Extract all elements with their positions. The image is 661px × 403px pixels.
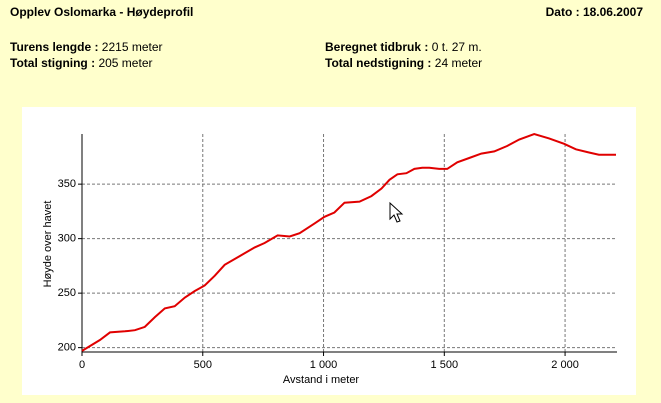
info-label: Total stigning : [10,56,96,70]
axes [81,134,617,353]
info-row: Total nedstigning : 24 meter [325,56,482,70]
y-axis-label: Høyde over havet [42,201,54,288]
chart-panel: Høyde over havet Avstand i meter 200 250 3… [22,107,636,395]
x-tick-label: 1 000 [310,359,338,371]
elevation-line [81,132,616,352]
info-value: 205 meter [98,56,153,70]
info-value: 24 meter [434,56,483,70]
x-axis-label: Avstand i meter [283,374,360,386]
x-tick-label: 500 [194,359,212,371]
x-tick-label: 0 [79,359,85,371]
info-label: Total nedstigning : [325,56,432,70]
y-tick-label: 350 [58,178,76,190]
info-row: Total stigning : 205 meter [10,56,152,70]
info-value: 0 t. 27 m. [431,40,482,54]
info-label: Turens lengde : [10,40,99,54]
chart: Høyde over havet Avstand i meter 200 250 3… [42,132,617,386]
info-row: Turens lengde : 2215 meter [10,40,163,54]
mouse-cursor [389,201,404,223]
info-row: Beregnet tidbruk : 0 t. 27 m. [325,40,482,54]
y-tick-label: 300 [58,233,76,245]
page-title: Opplev Oslomarka - Høydeprofil [10,5,194,19]
date: Dato : 18.06.2007 [545,5,643,19]
y-tick-label: 250 [58,287,76,299]
y-tick-label: 200 [58,342,76,354]
info-value: 2215 meter [101,40,163,54]
x-tick-label: 2 000 [551,359,579,371]
x-tick-label: 1 500 [431,359,459,371]
info-label: Beregnet tidbruk : [325,40,429,54]
